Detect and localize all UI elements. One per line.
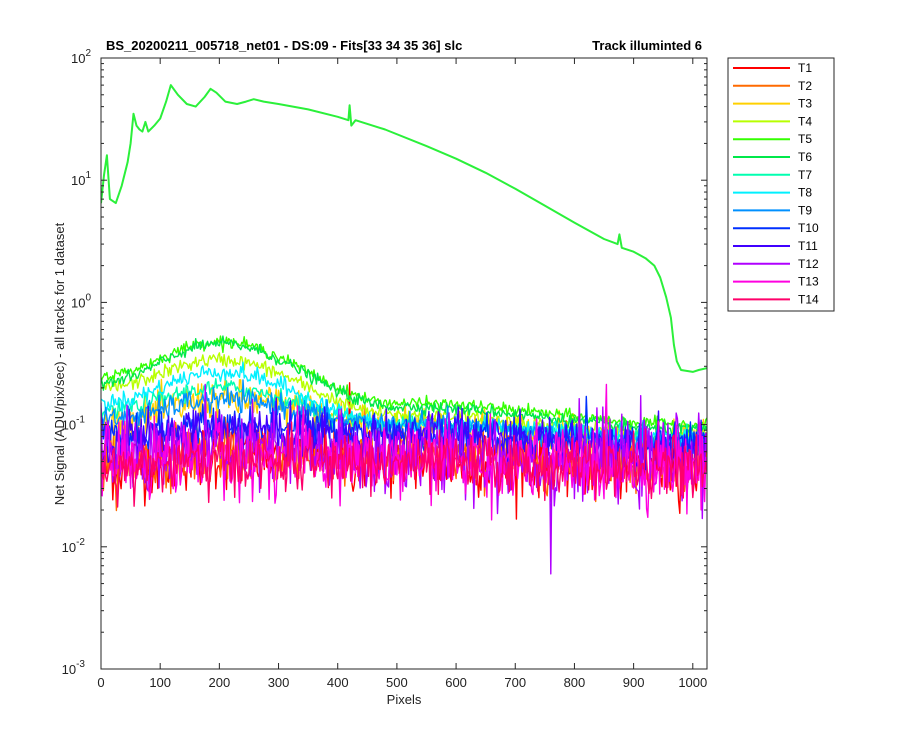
x-tick-label: 100	[149, 675, 171, 690]
x-tick-label: 700	[504, 675, 526, 690]
x-tick-label: 200	[209, 675, 231, 690]
series-line-illuminated-t6	[101, 84, 707, 373]
plot-background	[101, 58, 707, 669]
legend-label-t4: T4	[798, 114, 812, 128]
x-tick-label: 300	[268, 675, 290, 690]
x-tick-label: 0	[97, 675, 104, 690]
legend-label-t1: T1	[798, 61, 812, 75]
x-tick-label: 800	[564, 675, 586, 690]
legend-label-t5: T5	[798, 132, 812, 146]
x-tick-label: 900	[623, 675, 645, 690]
legend-label-t6: T6	[798, 150, 812, 164]
legend-label-t9: T9	[798, 203, 812, 217]
legend-label-t13: T13	[798, 275, 819, 289]
x-tick-label: 500	[386, 675, 408, 690]
legend-label-t2: T2	[798, 79, 812, 93]
legend-label-t12: T12	[798, 257, 819, 271]
legend-label-t8: T8	[798, 186, 812, 200]
x-tick-label: 1000	[678, 675, 707, 690]
chart-title: BS_20200211_005718_net01 - DS:09 - Fits[…	[106, 38, 462, 53]
series-layer	[101, 84, 707, 575]
legend-label-t11: T11	[798, 239, 818, 253]
x-axis-label: Pixels	[387, 692, 422, 707]
y-tick-label: 102	[71, 48, 91, 66]
series-line-t13	[101, 383, 707, 521]
y-tick-label: 10-3	[62, 659, 86, 677]
legend-label-t3: T3	[798, 97, 812, 111]
y-tick-label: 10-1	[62, 415, 86, 433]
legend-box	[727, 57, 835, 312]
legend-label-t14: T14	[798, 292, 819, 306]
legend-label-t10: T10	[798, 221, 819, 235]
y-tick-label: 100	[71, 292, 91, 310]
plot-frame	[100, 57, 708, 670]
legend-label-t7: T7	[798, 168, 812, 182]
y-tick-label: 10-2	[62, 537, 86, 555]
tick-layer: 0 100 200 300 400 500 600 700 800 900 1000 10-3 10-2…	[62, 48, 708, 690]
y-axis-label: Net Signal (ADU/pix/sec) - all tracks fo…	[52, 222, 67, 505]
x-tick-label: 400	[327, 675, 349, 690]
x-tick-label: 600	[445, 675, 467, 690]
legend: T1 T2 T3 T4 T5 T6 T7 T8 T9 T10 T11 T12 T13 T14	[733, 61, 819, 306]
series-line-t9	[101, 379, 707, 455]
y-tick-label: 101	[71, 170, 91, 188]
chart-title-right: Track illuminted 6	[592, 38, 702, 53]
series-line-t14	[101, 421, 707, 508]
